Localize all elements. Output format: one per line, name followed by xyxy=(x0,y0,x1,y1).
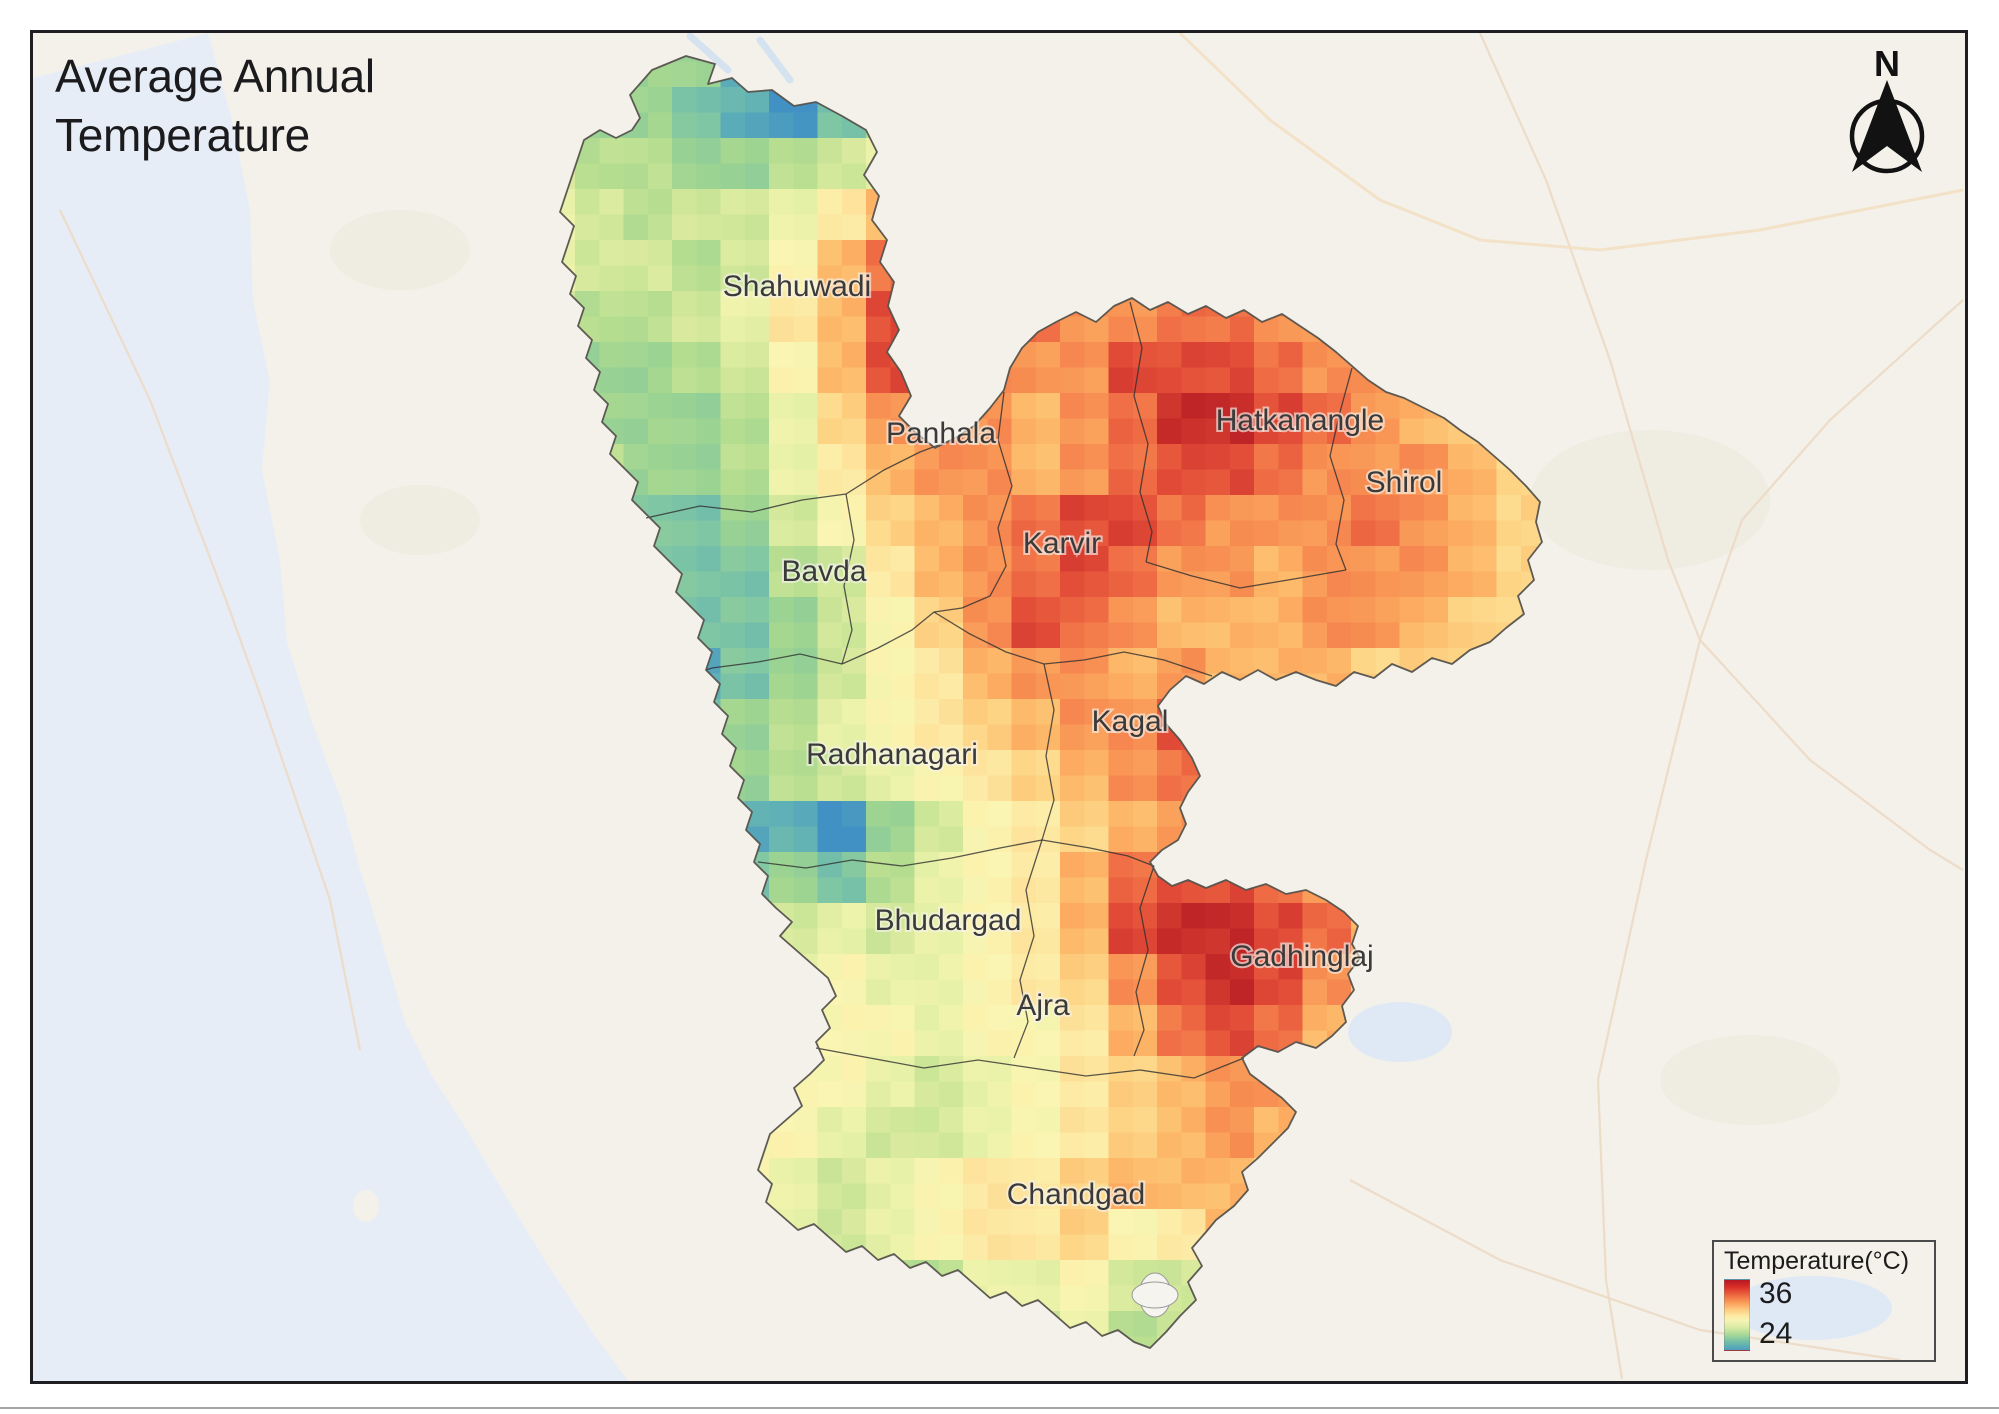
north-arrow-label: N xyxy=(1874,43,1900,84)
taluka-boundary xyxy=(933,391,1013,613)
island xyxy=(353,1190,379,1222)
page-bottom-divider xyxy=(0,1407,1999,1409)
region-label-panhala: Panhala xyxy=(886,417,996,450)
legend: Temperature(°C) 36 24 xyxy=(1712,1240,1936,1362)
district-boundary xyxy=(559,55,1543,1349)
region-label-chandgad: Chandgad xyxy=(1007,1178,1145,1211)
region-label-kagal: Kagal xyxy=(1092,705,1169,738)
reservoir-stream xyxy=(686,33,732,74)
region-label-bhudargad: Bhudargad xyxy=(875,904,1022,937)
taluka-boundary xyxy=(815,1047,1245,1079)
terrain-shade xyxy=(330,210,470,290)
road-line xyxy=(1596,639,1702,1380)
lake xyxy=(1348,1002,1452,1062)
taluka-boundary xyxy=(705,653,843,671)
terrain-shade xyxy=(1660,1035,1840,1125)
road-line xyxy=(1349,1179,1901,1362)
region-label-radhanagari: Radhanagari xyxy=(806,738,978,771)
reservoir-stream xyxy=(756,36,794,84)
legend-body: 36 24 xyxy=(1724,1279,1924,1351)
region-label-karvir: Karvir xyxy=(1023,527,1101,560)
taluka-boundary xyxy=(1145,561,1347,589)
region-label-bavda: Bavda xyxy=(781,555,866,588)
road-line xyxy=(1699,639,1964,871)
terrain-shade xyxy=(360,485,480,555)
legend-color-ramp xyxy=(1724,1279,1750,1351)
region-label-ajra: Ajra xyxy=(1016,989,1070,1022)
region-label-shirol: Shirol xyxy=(1366,466,1443,499)
road-line xyxy=(1478,33,1702,641)
north-arrow-needle xyxy=(1852,80,1922,172)
map-canvas: Shahuwadi Panhala Hatkanangle Shirol Karvir B… xyxy=(33,33,1965,1381)
road-line xyxy=(1178,33,1964,252)
taluka-boundary xyxy=(1133,865,1155,1057)
taluka-boundary xyxy=(1329,367,1353,571)
map-title-line1: Average Annual xyxy=(55,50,375,102)
legend-max-value: 36 xyxy=(1759,1277,1793,1310)
taluka-boundary xyxy=(757,839,1043,869)
legend-ticks: 36 24 xyxy=(1750,1279,1792,1349)
map-frame: Shahuwadi Panhala Hatkanangle Shirol Karvir B… xyxy=(30,30,1968,1384)
taluka-boundary xyxy=(1041,839,1155,867)
legend-title: Temperature(°C) xyxy=(1724,1247,1910,1275)
taluka-boundary xyxy=(933,611,1213,677)
ocean xyxy=(33,33,628,1381)
north-arrow-icon: N xyxy=(1849,43,1925,174)
taluka-boundary xyxy=(1013,839,1043,1059)
region-label-shahuwadi: Shahuwadi xyxy=(723,270,871,303)
lake xyxy=(1732,1276,1892,1340)
taluka-boundary xyxy=(841,493,855,665)
road-line xyxy=(260,699,362,1051)
road-line xyxy=(1698,299,1964,641)
road-line xyxy=(59,209,264,701)
map-title: Average Annual Temperature xyxy=(55,47,375,165)
taluka-boundary xyxy=(645,439,953,519)
legend-min-value: 24 xyxy=(1759,1317,1793,1350)
taluka-boundary xyxy=(1041,663,1055,841)
taluka-boundary xyxy=(841,611,935,665)
north-arrow: N xyxy=(1840,42,1935,182)
taluka-boundary xyxy=(1129,301,1153,563)
enclave-hole xyxy=(1131,1272,1179,1318)
map-title-line2: Temperature xyxy=(55,108,310,161)
region-label-gadhinglaj: Gadhinglaj xyxy=(1230,940,1373,973)
region-label-hatkanangle: Hatkanangle xyxy=(1216,404,1384,437)
